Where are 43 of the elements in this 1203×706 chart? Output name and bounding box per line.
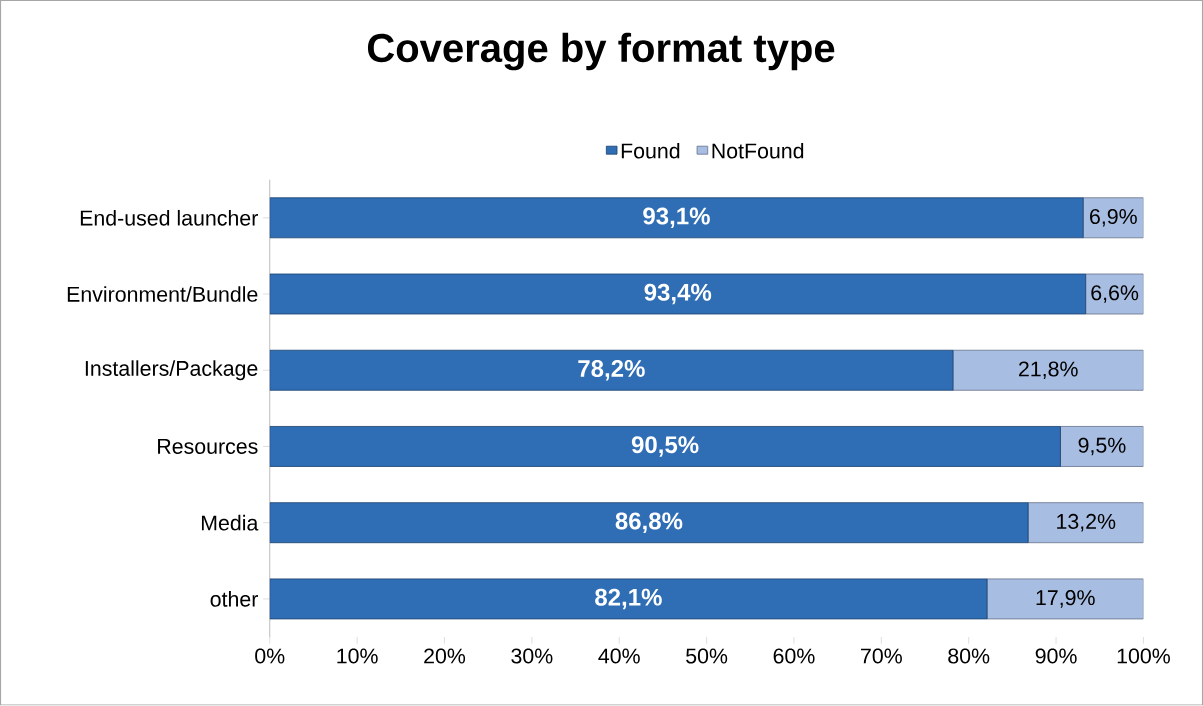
x-tick-label: 60% — [773, 648, 815, 664]
data-label: 9,5% — [1078, 437, 1126, 456]
x-tick-label: 50% — [686, 648, 728, 664]
data-label: 93,1% — [643, 207, 710, 229]
legend-label: Found — [621, 143, 680, 159]
data-label: 86,8% — [615, 512, 683, 534]
bar — [269, 578, 988, 620]
bar — [1060, 426, 1144, 468]
bar — [1027, 502, 1144, 544]
bar — [269, 426, 1061, 468]
y-tick-label: Media — [201, 515, 259, 531]
bar — [269, 502, 1029, 544]
data-label: 6,9% — [1090, 209, 1137, 227]
x-tick-label: 70% — [861, 648, 902, 664]
x-tick-label: 30% — [511, 648, 553, 664]
bar — [269, 273, 1087, 315]
y-tick-label: End-used launcher — [80, 210, 258, 226]
data-label: 78,2% — [578, 360, 645, 381]
data-label: 17,9% — [1036, 590, 1095, 608]
data-label: 21,8% — [1019, 361, 1078, 380]
chart-title: Coverage by format type — [367, 33, 835, 71]
legend-label: NotFound — [712, 143, 804, 159]
x-tick-label: 100% — [1117, 648, 1170, 664]
data-label: 93,4% — [644, 283, 712, 305]
data-label: 82,1% — [595, 588, 662, 610]
y-tick-label: Installers/Package — [85, 360, 258, 381]
data-label: 90,5% — [631, 436, 699, 457]
bar — [952, 350, 1144, 391]
x-tick-label: 40% — [598, 648, 640, 664]
x-tick-label: 10% — [337, 648, 378, 664]
bar — [269, 350, 954, 391]
y-tick-label: Environment/Bundle — [67, 286, 258, 303]
y-tick-label: other — [210, 591, 258, 607]
y-tick-label: Resources — [158, 439, 258, 455]
data-label: 13,2% — [1057, 514, 1116, 532]
bar — [269, 197, 1084, 239]
x-tick-label: 90% — [1035, 648, 1077, 664]
bar — [1085, 273, 1144, 315]
data-label: 6,6% — [1091, 285, 1139, 303]
x-tick-label: 80% — [948, 648, 990, 664]
x-tick-label: 20% — [424, 648, 466, 664]
x-tick-label: 0% — [255, 648, 285, 664]
bar — [986, 578, 1144, 620]
